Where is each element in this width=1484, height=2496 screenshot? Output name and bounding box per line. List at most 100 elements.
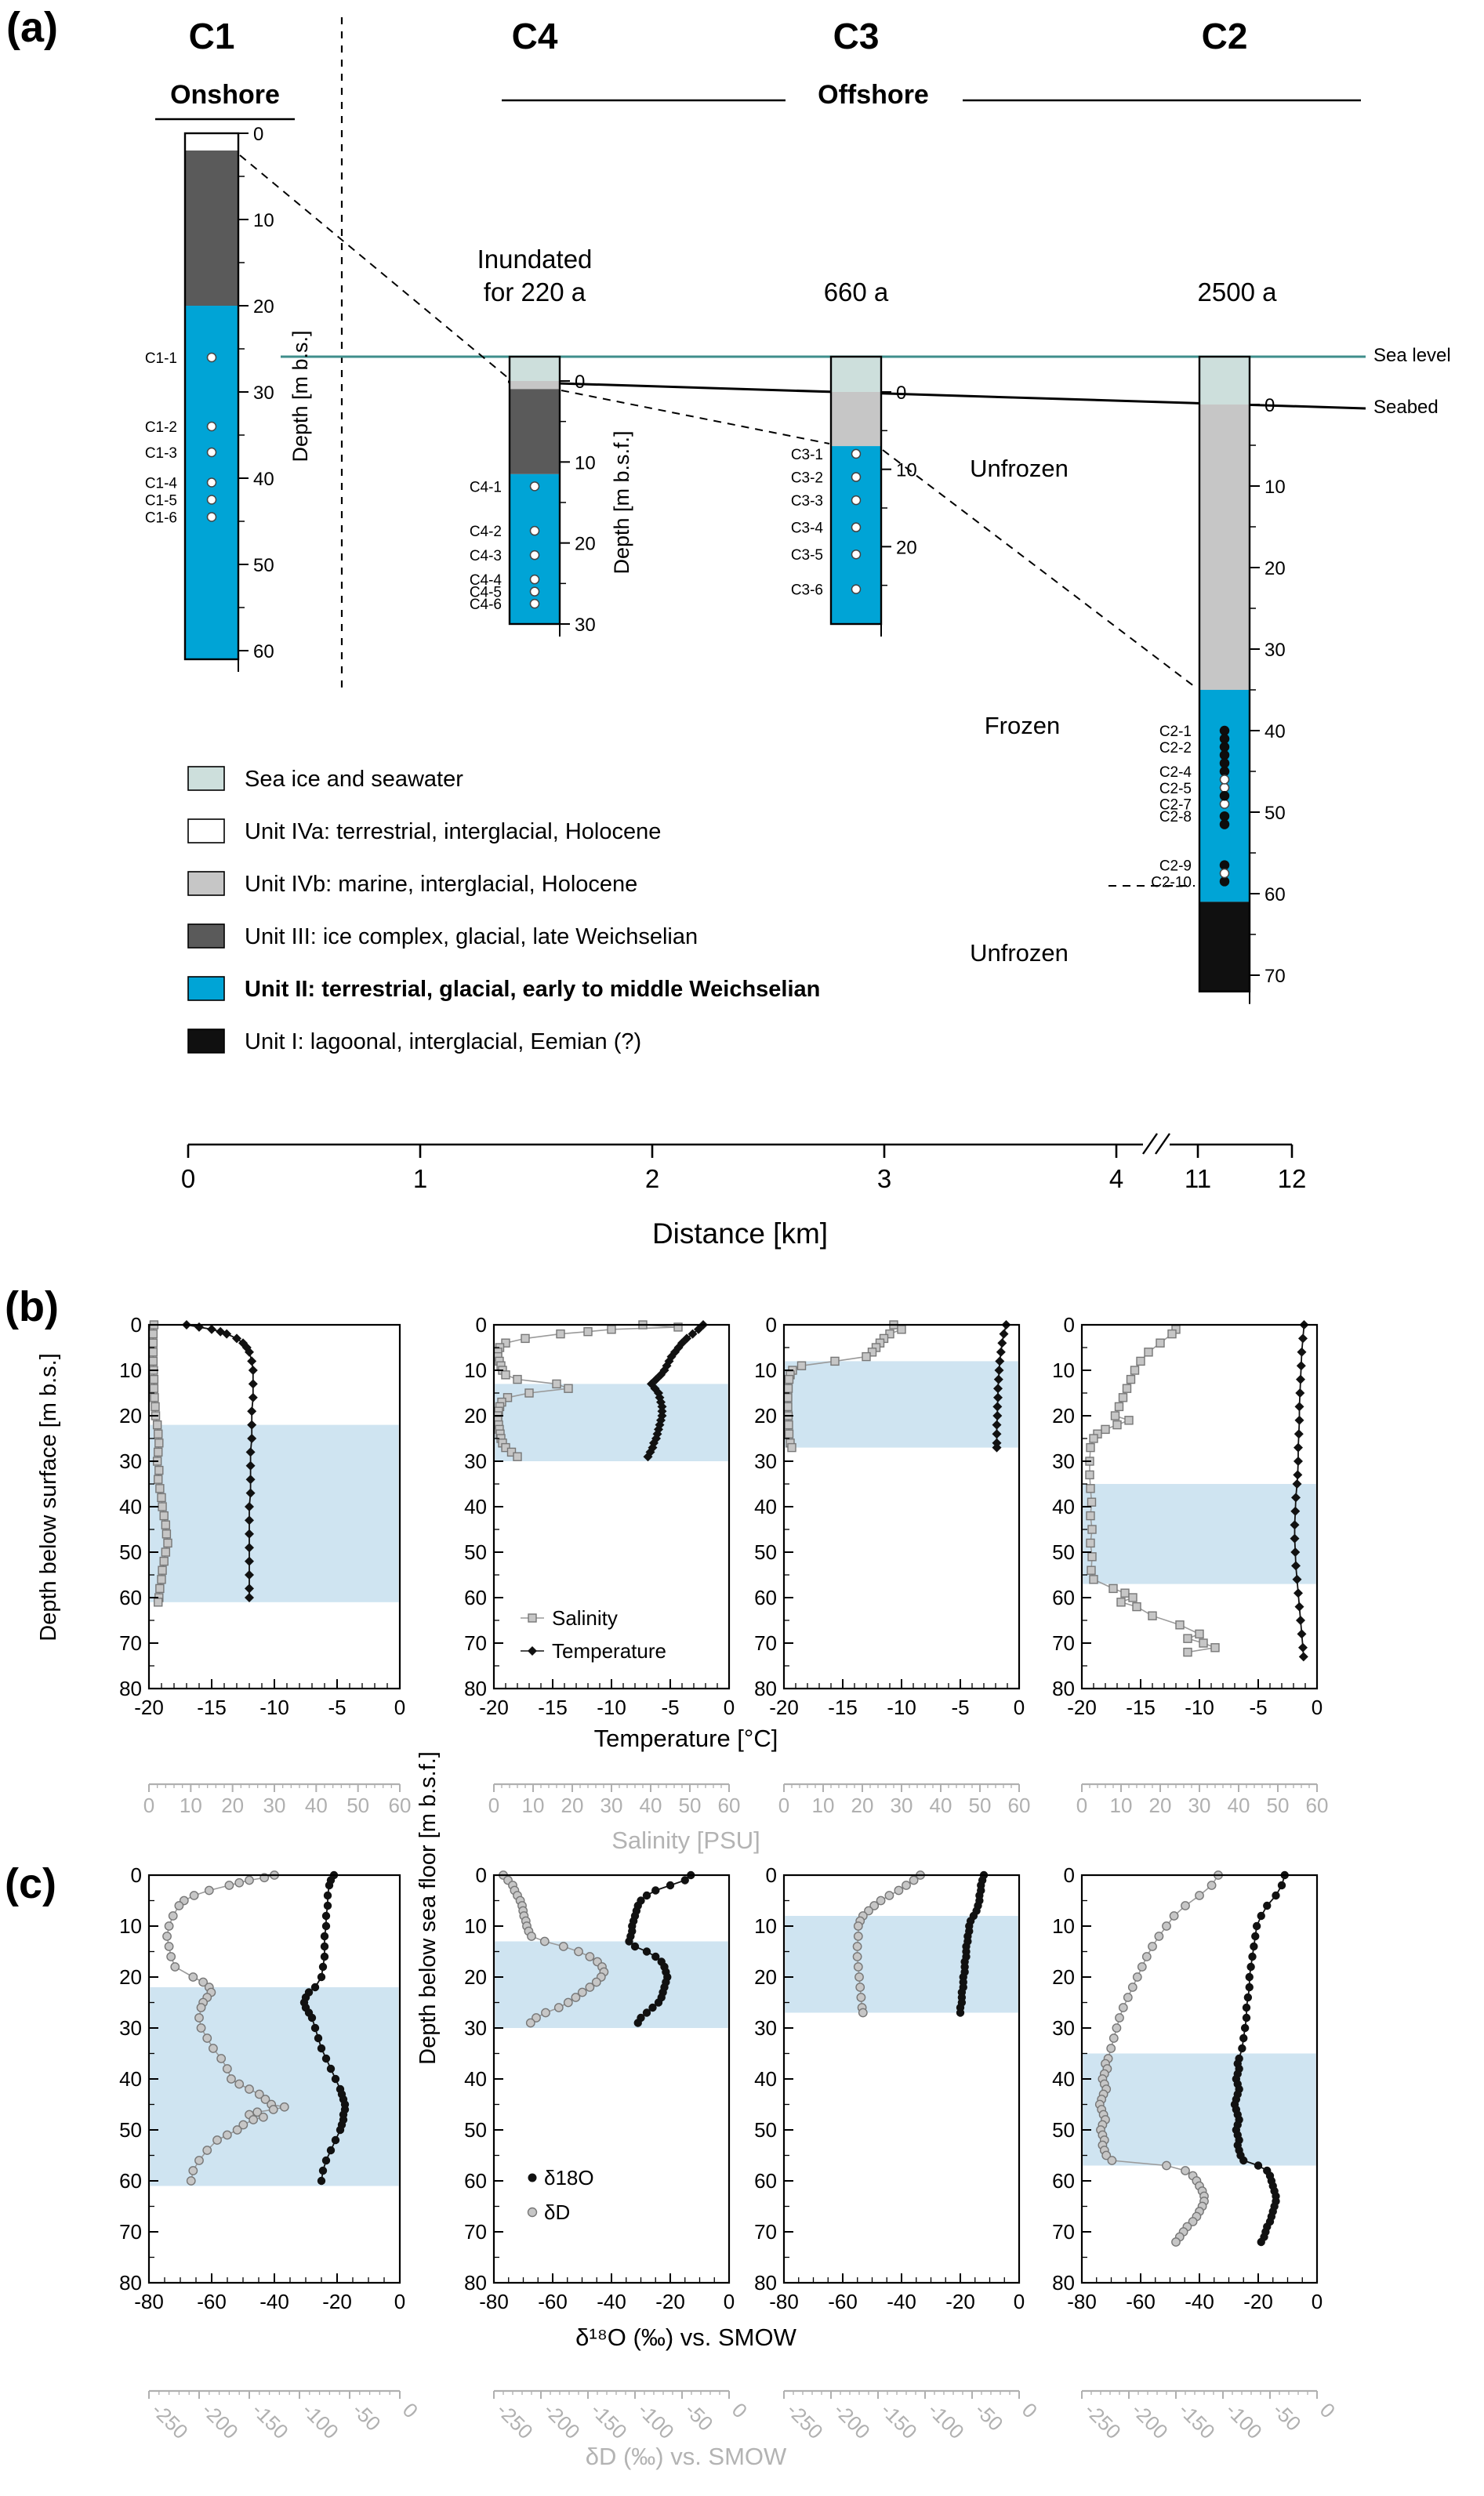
- y-tick-label: 0: [1064, 1313, 1075, 1337]
- x-tick-label: -10: [259, 1696, 289, 1719]
- core-C3: 0 10 20 C3-1 C3-2 C3-3 C3-4 C3-5 C3-6 C3 660 a: [791, 16, 917, 637]
- y-tick-label: 70: [464, 2220, 487, 2244]
- y-tick-label: 10: [754, 1359, 777, 1382]
- secondary-tick-label: 50: [347, 1794, 369, 1817]
- depth-tick-label: 0: [896, 383, 906, 404]
- y-tick-label: 80: [119, 2271, 142, 2295]
- dD-marker: [198, 1977, 209, 1987]
- unit-IVb-band: [510, 381, 560, 390]
- salinity-marker: [155, 1584, 165, 1594]
- legend-swatch-sea_ice_seawater: [187, 766, 225, 791]
- ground-state-label: Unfrozen: [970, 455, 1069, 482]
- y-tick-label: 60: [1052, 1586, 1075, 1609]
- d18O-marker: [1245, 1983, 1254, 1992]
- depth-tick-label: 20: [253, 296, 274, 317]
- salinity-marker: [158, 1502, 167, 1511]
- legend-swatch-II: [187, 976, 225, 1001]
- d18O-marker: [1239, 2156, 1248, 2165]
- d18O-marker: [318, 2166, 328, 2175]
- unit-III-band: [185, 151, 238, 306]
- sample-label: C2-8: [1159, 809, 1192, 825]
- distance-tick-label: 12: [1278, 1164, 1307, 1193]
- secondary-tick-label: 0: [727, 2398, 752, 2422]
- salinity-axis-label: Salinity [PSU]: [611, 1827, 760, 1854]
- axis-break-mask: [1143, 1135, 1170, 1154]
- y-tick-label: 40: [1052, 2067, 1075, 2091]
- y-tick-label: 0: [766, 1863, 777, 1887]
- depth-below-seafloor-axis-label: Depth below sea floor [m b.s.f.]: [415, 1751, 441, 2065]
- depth-tick-label: 0: [575, 372, 585, 393]
- temperature-marker: [1296, 1374, 1305, 1384]
- salinity-marker: [501, 1370, 510, 1380]
- dD-marker: [216, 2054, 227, 2063]
- sample-dot: [206, 447, 217, 458]
- y-tick-label: 0: [476, 1313, 487, 1337]
- temperature-marker: [1290, 1520, 1300, 1530]
- dD-marker: [1181, 2166, 1190, 2175]
- sample-dot: [1219, 860, 1230, 870]
- dD-marker: [1171, 2237, 1181, 2247]
- dD-marker: [1115, 2013, 1124, 2023]
- core-title: C2: [1202, 16, 1248, 56]
- dD-marker: [525, 2018, 535, 2028]
- d18O-marker: [642, 2008, 651, 2017]
- temperature-marker: [1298, 1652, 1308, 1662]
- y-tick-label: 60: [464, 2169, 487, 2193]
- y-tick-label: 60: [754, 1586, 777, 1609]
- y-tick-label: 50: [754, 2118, 777, 2142]
- y-tick-label: 60: [464, 1586, 487, 1609]
- x-tick-label: -60: [828, 2290, 858, 2313]
- salinity-marker: [154, 1438, 164, 1448]
- sample-dot: [851, 472, 862, 482]
- salinity-marker: [150, 1393, 159, 1402]
- d18O-marker: [307, 2013, 317, 2023]
- offshore-label: Offshore: [818, 80, 929, 110]
- y-tick-label: 80: [1052, 2271, 1075, 2295]
- d18O-marker: [654, 1998, 663, 2007]
- d18O-marker: [326, 2146, 336, 2155]
- temperature-marker: [1298, 1333, 1308, 1344]
- temperature-marker: [247, 1420, 257, 1430]
- depth-tick-label: 60: [253, 641, 274, 662]
- sample-label: C4-4: [470, 572, 503, 589]
- d18O-marker: [314, 2033, 323, 2043]
- dD-marker: [1107, 2156, 1117, 2165]
- y-tick-label: 60: [754, 2169, 777, 2193]
- sample-label: C1-6: [145, 510, 177, 527]
- unit-IVb-band: [1199, 405, 1250, 690]
- depth-tick-label: 20: [1264, 558, 1286, 579]
- d18O-marker: [1252, 1921, 1261, 1931]
- d18O-marker: [680, 1876, 689, 1885]
- sample-dot: [851, 584, 862, 594]
- y-tick-label: 0: [131, 1313, 142, 1337]
- y-tick-label: 70: [464, 1631, 487, 1655]
- y-tick-label: 40: [754, 1495, 777, 1518]
- dD-marker: [855, 1983, 865, 1992]
- salinity-marker: [1120, 1588, 1130, 1598]
- secondary-tick-label: -150: [1174, 2398, 1220, 2443]
- salinity-marker: [161, 1529, 172, 1539]
- salinity-marker: [163, 1538, 172, 1548]
- x-tick-label: -80: [769, 2290, 799, 2313]
- temperature-marker: [1291, 1493, 1301, 1503]
- core-C2: 0 10 20 30 40 50 60 70 C2-1C2-2 C2-4C2-5C2-7C2-8 C…: [1151, 16, 1286, 1004]
- y-tick-label: 10: [464, 1914, 487, 1938]
- plot-frame: [492, 1323, 731, 1690]
- secondary-tick-label: 40: [305, 1794, 328, 1817]
- d18O-marker: [323, 1891, 332, 1900]
- salinity-marker: [1116, 1598, 1126, 1607]
- y-tick-label: 40: [754, 2067, 777, 2091]
- temperature-marker: [992, 1429, 1002, 1439]
- sample-dot: [206, 512, 217, 522]
- x-tick-label: -40: [1185, 2290, 1214, 2313]
- salinity-marker: [1144, 1348, 1153, 1357]
- d18O-marker: [1242, 2003, 1251, 2012]
- dD-marker: [245, 1875, 254, 1885]
- temperature-marker: [993, 1392, 1003, 1402]
- secondary-tick-label: -250: [1080, 2398, 1126, 2443]
- dD-marker: [852, 1942, 862, 1951]
- secondary-tick-label: 0: [488, 1794, 499, 1817]
- d18O-marker: [318, 1962, 328, 1972]
- ground-state-label: Unfrozen: [970, 939, 1069, 967]
- y-tick-label: 70: [119, 1631, 142, 1655]
